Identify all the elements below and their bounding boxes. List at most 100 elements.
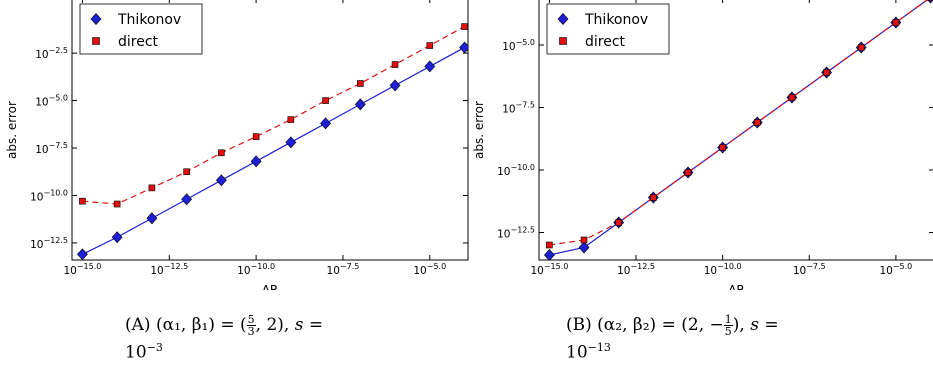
x-tick-label: 10−7.5	[793, 262, 826, 277]
x-axis-label: ΔR	[262, 283, 279, 290]
x-tick-label: 10−7.5	[327, 262, 360, 277]
caption-close: ),	[732, 315, 745, 335]
caption-s: s	[294, 315, 304, 335]
data-point-direct	[148, 184, 156, 192]
plot-frame	[71, 0, 469, 261]
caption-s: s	[750, 315, 759, 335]
x-tick-label: 10−12.5	[617, 262, 655, 277]
legend-label-thikonov: Thikonov	[584, 12, 648, 28]
data-point-thikonov	[543, 249, 555, 260]
data-point-direct	[322, 97, 329, 104]
series-line-thikonov	[82, 46, 465, 255]
x-tick-label: 10−10.0	[237, 262, 275, 277]
data-point-direct	[753, 119, 761, 126]
data-point-direct	[719, 144, 726, 151]
y-axis-label: abs. error	[5, 101, 19, 159]
series-line-direct	[549, 0, 929, 246]
caption-exp: −13	[587, 341, 611, 354]
data-point-direct	[391, 61, 399, 68]
y-tick-label: 10−10.0	[497, 163, 535, 178]
data-point-direct	[823, 69, 830, 76]
caption-close: , 2),	[255, 315, 290, 335]
legend-label-thikonov: Thikonov	[117, 12, 181, 28]
caption-a: (A) (α₁, β₁) = (5 3, 2), s = 10−3	[125, 314, 323, 364]
legend-marker-thikonov	[557, 13, 569, 25]
data-point-thikonov	[146, 212, 158, 225]
caption-eq2: =	[764, 315, 779, 335]
data-point-direct	[927, 0, 933, 1]
caption-pair: (α₂, β₂)	[597, 315, 657, 335]
data-point-direct	[79, 197, 86, 205]
data-point-direct	[546, 241, 553, 249]
legend-marker-direct	[92, 37, 100, 45]
plot-area	[543, 0, 933, 260]
data-point-thikonov	[285, 136, 297, 149]
data-point-direct	[788, 94, 796, 101]
data-point-direct	[580, 236, 588, 244]
data-point-thikonov	[354, 98, 366, 111]
data-point-direct	[650, 194, 657, 201]
data-point-direct	[218, 149, 225, 157]
caption-open: (	[240, 315, 247, 335]
data-point-direct	[684, 169, 692, 176]
y-tick-label: 10−5.0	[502, 38, 535, 53]
data-point-thikonov	[181, 193, 193, 206]
x-tick-label: 10−12.5	[150, 262, 188, 277]
plot-area	[77, 23, 468, 260]
y-axis-label: abs. error	[472, 101, 486, 159]
data-point-direct	[461, 23, 468, 30]
data-point-thikonov	[459, 41, 468, 54]
data-point-thikonov	[578, 241, 590, 254]
y-tick-label: 10−12.5	[497, 226, 535, 241]
data-point-direct	[892, 19, 900, 26]
x-tick-label: 10−15.0	[530, 262, 568, 277]
data-point-direct	[615, 219, 622, 226]
x-tick-label: 10−5.0	[413, 262, 446, 277]
data-point-thikonov	[250, 155, 262, 168]
data-point-thikonov	[215, 174, 227, 187]
legend-marker-direct	[559, 37, 567, 45]
data-point-thikonov	[111, 231, 123, 244]
data-point-direct	[113, 200, 121, 208]
legend-marker-thikonov	[90, 13, 102, 25]
data-point-direct	[357, 80, 364, 87]
series-line-direct	[82, 26, 465, 205]
x-tick-label: 10−10.0	[704, 262, 742, 277]
caption-eq: =	[661, 315, 676, 335]
caption-exp: −3	[146, 341, 163, 354]
caption-tag: (B)	[566, 315, 592, 335]
y-tick-label: 10−5.0	[35, 94, 68, 109]
data-point-thikonov	[77, 248, 88, 260]
caption-tag: (A)	[125, 315, 151, 335]
data-point-thikonov	[320, 117, 331, 130]
data-point-direct	[183, 168, 190, 176]
caption-pair: (α₁, β₁)	[155, 315, 215, 335]
data-point-direct	[287, 116, 295, 123]
data-point-direct	[857, 44, 865, 51]
data-point-thikonov	[389, 79, 401, 92]
chart-panel-a: 10−15.0 10−12.5 10−10.0 10−7.5 10−5.0 10−12.5…	[5, 0, 469, 290]
caption-eq2: =	[308, 315, 324, 335]
x-tick-label: 10−5.0	[879, 262, 912, 277]
figure: 10−15.0 10−12.5 10−10.0 10−7.5 10−5.0 10−12.5…	[5, 0, 933, 290]
x-axis-label: ΔR	[728, 283, 745, 290]
y-tick-label: 10−7.5	[502, 101, 535, 116]
y-tick-label: 10−12.5	[30, 236, 68, 251]
data-point-direct	[426, 42, 434, 49]
y-tick-label: 10−2.5	[35, 46, 68, 61]
caption-base: 10	[566, 342, 588, 363]
y-tick-label: 10−7.5	[35, 141, 68, 156]
legend-label-direct: direct	[118, 34, 159, 50]
data-point-direct	[252, 133, 260, 140]
caption-b: (B) (α₂, β₂) = (2, −1 5), s = 10−13	[566, 314, 779, 364]
caption-eq: =	[220, 315, 235, 335]
plot-frame	[538, 0, 933, 261]
caption-open: (2, −	[681, 315, 724, 335]
chart-panel-b: 10−15.0 10−12.5 10−10.0 10−7.5 10−5.0 10−12.5…	[472, 0, 933, 290]
legend-box	[546, 3, 670, 55]
legend-box	[79, 3, 203, 55]
legend-label-direct: direct	[585, 34, 626, 50]
caption-base: 10	[125, 342, 147, 363]
x-tick-label: 10−15.0	[63, 262, 101, 277]
